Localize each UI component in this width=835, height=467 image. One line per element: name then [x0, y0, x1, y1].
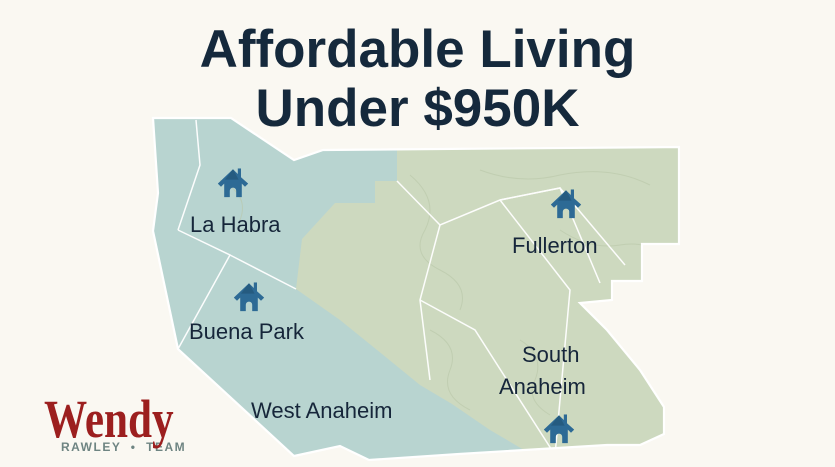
svg-text:South: South — [522, 342, 580, 367]
svg-text:Buena Park: Buena Park — [189, 319, 305, 344]
svg-text:West Anaheim: West Anaheim — [251, 398, 392, 423]
svg-text:La Habra: La Habra — [190, 212, 281, 237]
svg-text:Fullerton: Fullerton — [512, 233, 598, 258]
svg-text:Anaheim: Anaheim — [499, 374, 586, 399]
